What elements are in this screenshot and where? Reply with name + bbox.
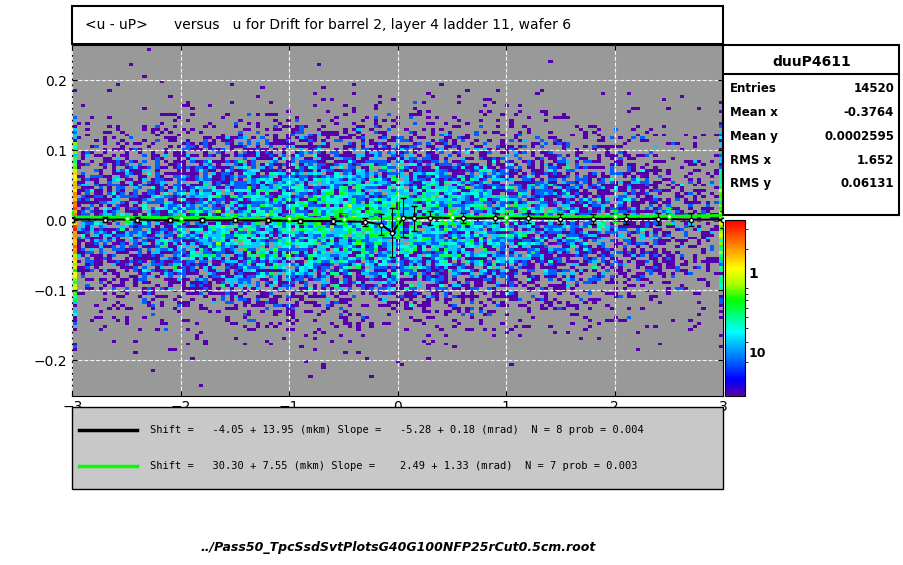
Text: -0.3764: -0.3764 (842, 106, 893, 119)
Text: Mean y: Mean y (730, 130, 777, 143)
FancyBboxPatch shape (722, 45, 898, 215)
Text: Mean x: Mean x (730, 106, 777, 119)
Text: 0.06131: 0.06131 (840, 177, 893, 190)
Text: RMS x: RMS x (730, 154, 770, 167)
Text: duuP4611: duuP4611 (771, 55, 850, 69)
Text: RMS y: RMS y (730, 177, 770, 190)
Text: ../Pass50_TpcSsdSvtPlotsG40G100NFP25rCut0.5cm.root: ../Pass50_TpcSsdSvtPlotsG40G100NFP25rCut… (200, 541, 595, 554)
Text: 14520: 14520 (852, 82, 893, 95)
FancyBboxPatch shape (72, 407, 722, 489)
Text: Entries: Entries (730, 82, 777, 95)
Text: 1.652: 1.652 (856, 154, 893, 167)
Text: 1: 1 (748, 267, 758, 281)
Text: 10: 10 (748, 346, 765, 360)
Text: Shift =   -4.05 + 13.95 (mkm) Slope =   -5.28 + 0.18 (mrad)  N = 8 prob = 0.004: Shift = -4.05 + 13.95 (mkm) Slope = -5.2… (150, 425, 644, 434)
Text: Shift =   30.30 + 7.55 (mkm) Slope =    2.49 + 1.33 (mrad)  N = 7 prob = 0.003: Shift = 30.30 + 7.55 (mkm) Slope = 2.49 … (150, 461, 638, 471)
Text: 0.0002595: 0.0002595 (824, 130, 893, 143)
FancyBboxPatch shape (72, 6, 722, 44)
Text: <u - uP>      versus   u for Drift for barrel 2, layer 4 ladder 11, wafer 6: <u - uP> versus u for Drift for barrel 2… (85, 18, 571, 32)
